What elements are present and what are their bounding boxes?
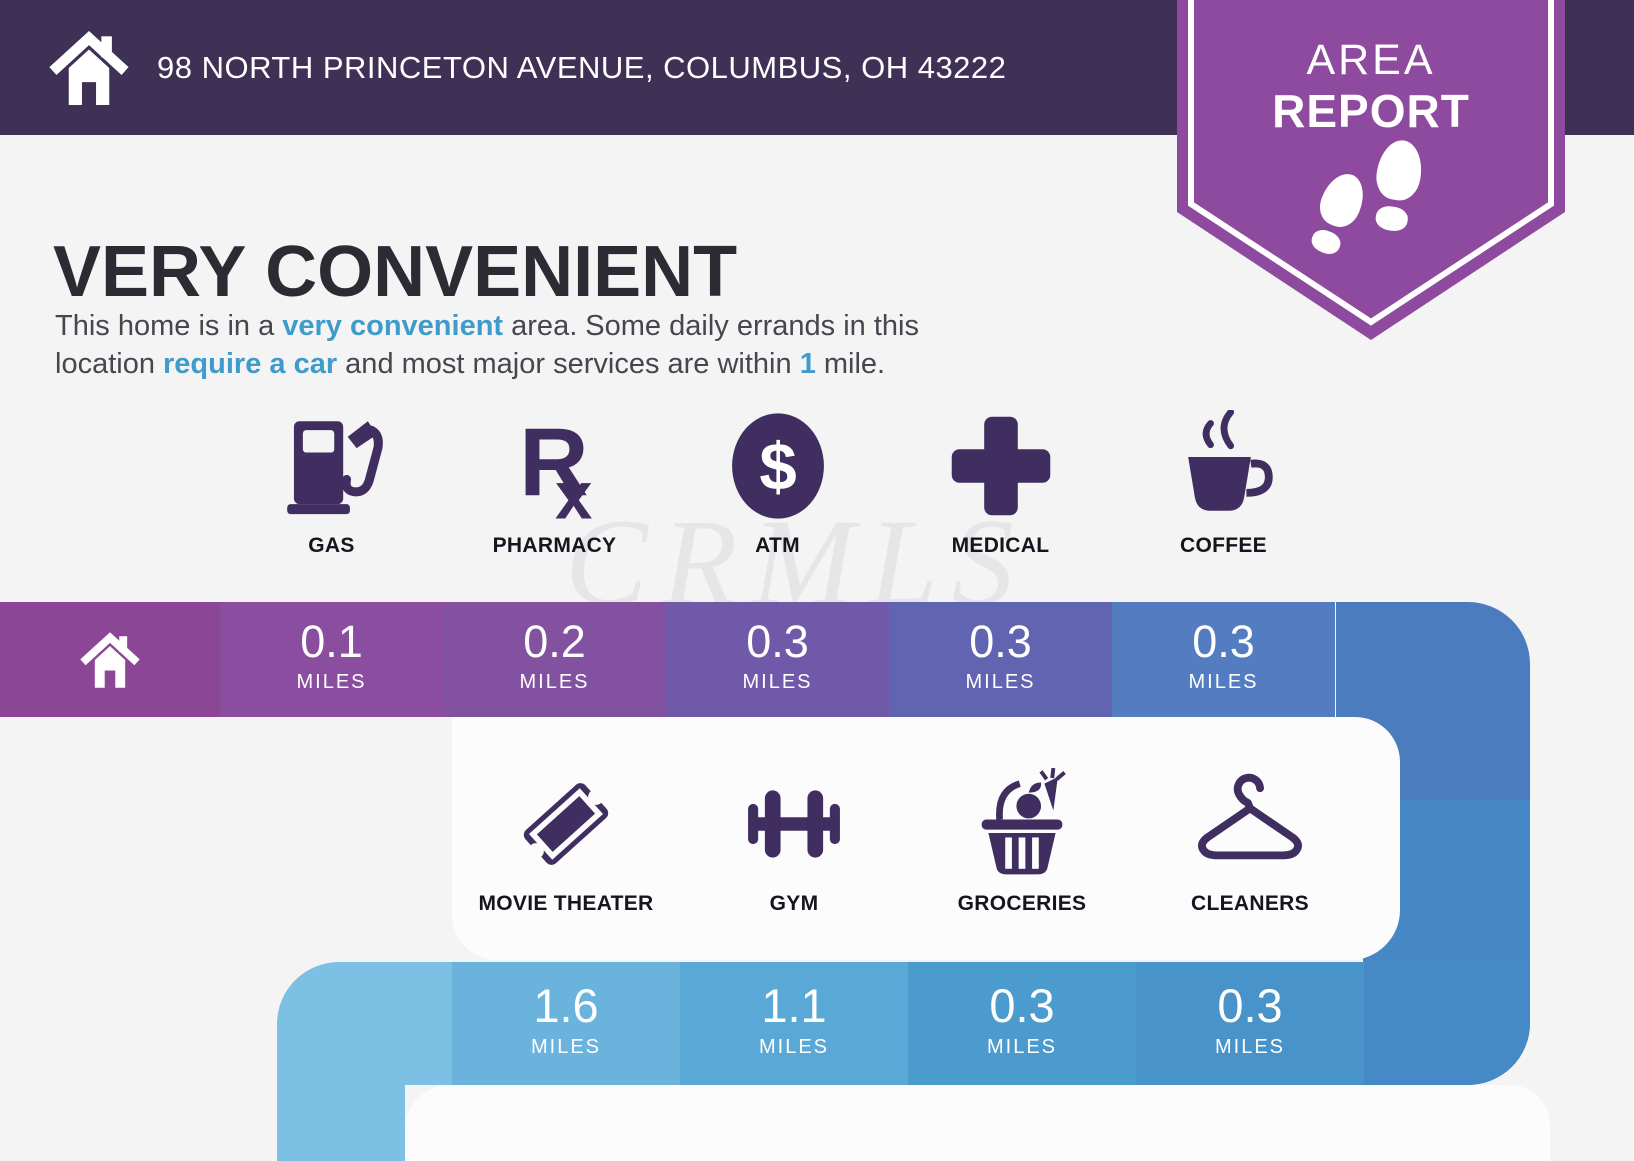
- coffee-cup-icon: [1168, 404, 1280, 522]
- basket-icon: [966, 762, 1078, 880]
- distance-unit: MILES: [1188, 671, 1259, 693]
- hanger-icon: [1194, 762, 1306, 880]
- summary-segment: area. Some daily errands in this: [503, 310, 919, 342]
- distance-bar-row1: 0.1 MILES 0.2 MILES 0.3 MILES 0.3 MILES 0.3 MILES: [0, 602, 1336, 717]
- distance-value: 0.1: [300, 616, 363, 667]
- badge-title-line1: AREA: [1306, 36, 1436, 84]
- service-cleaners: CLEANERS: [1136, 762, 1364, 916]
- service-label: GYM: [769, 892, 819, 915]
- ticket-icon: [510, 762, 622, 880]
- summary-segment: mile.: [815, 348, 886, 380]
- summary-segment: and most major services are within: [337, 348, 800, 380]
- service-medical: MEDICAL: [889, 404, 1112, 558]
- distance-unit: MILES: [742, 671, 813, 693]
- distance-unit: MILES: [965, 671, 1036, 693]
- dollar-circle-icon: $: [722, 404, 834, 522]
- distance-value: 1.1: [761, 979, 827, 1032]
- home-icon: [80, 631, 140, 688]
- dumbbell-icon: [738, 762, 850, 880]
- distance-unit: MILES: [519, 671, 590, 693]
- distance-segment: 0.3 MILES: [1112, 602, 1335, 717]
- distance-unit: MILES: [296, 671, 367, 693]
- distance-unit: MILES: [1214, 1036, 1286, 1058]
- distance-segment: 0.3 MILES: [666, 602, 889, 717]
- summary-segment: This home is in a: [55, 310, 283, 342]
- distance-value: 0.3: [746, 616, 809, 667]
- distance-segment: 0.3 MILES: [908, 962, 1136, 1085]
- summary-segment: 1: [799, 348, 816, 380]
- service-gym: GYM: [680, 762, 908, 916]
- distance-segment: 0.3 MILES: [889, 602, 1112, 717]
- service-coffee: COFFEE: [1112, 404, 1335, 558]
- service-movie-theater: MOVIE THEATER: [452, 762, 680, 916]
- distance-value: 0.3: [1192, 616, 1255, 667]
- distance-value: 0.3: [1217, 979, 1283, 1032]
- path-corner-bottom-right: [1363, 962, 1530, 1085]
- service-label: COFFEE: [1180, 534, 1267, 557]
- address-text: 98 NORTH PRINCETON AVENUE, COLUMBUS, OH …: [157, 49, 1007, 85]
- summary-text: This home is in a very convenient area. …: [55, 307, 1155, 383]
- content-panel-middle: [452, 717, 1400, 960]
- distance-unit: MILES: [986, 1036, 1058, 1058]
- svg-text:$: $: [759, 430, 796, 505]
- content-panel-bottom: [405, 1085, 1550, 1161]
- service-label: GROCERIES: [957, 892, 1087, 915]
- distance-value: 0.2: [523, 616, 586, 667]
- service-label: ATM: [755, 534, 800, 557]
- distance-segment: 0.2 MILES: [443, 602, 666, 717]
- distance-segment: 1.6 MILES: [452, 962, 680, 1085]
- service-gas: GAS: [220, 404, 443, 558]
- distance-bar-row2: 1.6 MILES 1.1 MILES 0.3 MILES 0.3 MILES: [452, 962, 1364, 1085]
- home-marker: [0, 602, 220, 717]
- gas-pump-icon: [276, 404, 388, 522]
- distance-value: 1.6: [533, 979, 599, 1032]
- distance-segment: 1.1 MILES: [680, 962, 908, 1085]
- summary-segment: very convenient: [282, 310, 504, 342]
- summary-segment: require a car: [163, 348, 338, 380]
- service-label: MOVIE THEATER: [478, 892, 654, 915]
- badge-shape: [1177, 0, 1565, 340]
- page-title: VERY CONVENIENT: [53, 232, 738, 313]
- service-label: MEDICAL: [951, 534, 1050, 557]
- service-groceries: GROCERIES: [908, 762, 1136, 916]
- distance-value: 0.3: [969, 616, 1032, 667]
- home-icon: [45, 22, 133, 114]
- service-label: PHARMACY: [492, 534, 617, 557]
- medical-cross-icon: [945, 404, 1057, 522]
- distance-unit: MILES: [530, 1036, 602, 1058]
- area-report-badge: AREA REPORT: [1177, 0, 1565, 340]
- svg-text:R: R: [519, 410, 589, 516]
- service-label: CLEANERS: [1191, 892, 1309, 915]
- summary-segment: location: [55, 348, 164, 380]
- distance-unit: MILES: [758, 1036, 830, 1058]
- service-atm: $ ATM: [666, 404, 889, 558]
- distance-segment: 0.1 MILES: [220, 602, 443, 717]
- distance-value: 0.3: [989, 979, 1055, 1032]
- badge-title-line2: REPORT: [1272, 85, 1470, 137]
- distance-segment: 0.3 MILES: [1136, 962, 1364, 1085]
- service-label: GAS: [308, 534, 355, 557]
- svg-text:x: x: [555, 459, 592, 522]
- path-band-left: [277, 1020, 405, 1161]
